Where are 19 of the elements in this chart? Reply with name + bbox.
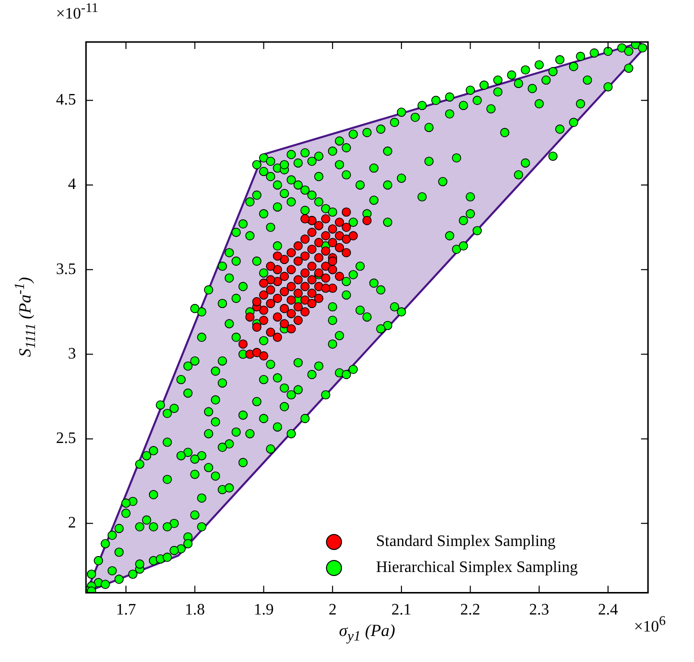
x-tick-label: 2.3: [529, 602, 550, 619]
x-tick-label: 2.4: [598, 602, 618, 619]
y-tick-label: 2.5: [56, 430, 76, 448]
y-tick-label: 3: [68, 345, 76, 362]
y-tick-label: 2: [68, 514, 76, 532]
x-tick-label: 2: [328, 602, 337, 619]
x-tick-label: 2.2: [460, 602, 480, 619]
text: ×10$^{6}$: [634, 612, 666, 636]
y-tick-label: 4: [68, 176, 76, 194]
legend-label: Standard Simplex Sampling: [376, 532, 556, 551]
y-tick-label: 3.5: [56, 260, 76, 278]
x-tick-label: 1.8: [184, 602, 205, 619]
legend-label: Hierarchical Simplex Sampling: [376, 558, 578, 577]
text: ×10$^{-11}$: [56, 0, 98, 24]
y-tick-label: 4.5: [56, 92, 76, 109]
x-tick-label: 1.7: [116, 602, 136, 619]
x-axis-title: σ$_{y1}$ (Pa): [339, 620, 396, 646]
x-tick-label: 2.1: [391, 602, 412, 619]
x-tick-label: 1.9: [254, 602, 274, 619]
